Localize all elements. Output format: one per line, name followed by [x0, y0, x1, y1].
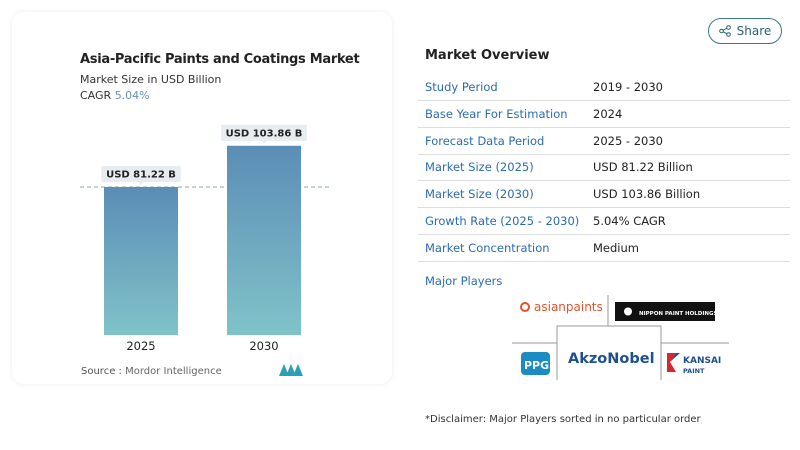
asianpaints-logo: asianpaints — [520, 300, 603, 314]
source: Source : Mordor Intelligence — [81, 366, 222, 377]
row-value: Medium — [593, 240, 639, 255]
major-players-logos: asianpaints NIPPON PAINT HOLDINGS PPG Ak… — [512, 295, 729, 380]
data-label: USD 103.86 B — [226, 128, 303, 139]
svg-text:KANSAI: KANSAI — [683, 356, 721, 366]
share-icon — [718, 25, 731, 37]
source-label: Source : — [81, 366, 122, 377]
row-value: USD 103.86 Billion — [593, 187, 701, 202]
bar-chart: USD 81.22 B 2025 USD 103.86 B 2030 — [80, 124, 330, 353]
overview-row: Market Concentration Medium — [418, 235, 790, 262]
row-label: Market Size (2030) — [425, 187, 534, 202]
disclaimer: *Disclaimer: Major Players sorted in no … — [425, 414, 701, 425]
row-value: USD 81.22 Billion — [593, 160, 693, 175]
overview-row: Forecast Data Period 2025 - 2030 — [418, 128, 790, 155]
bar-2030 — [227, 145, 301, 335]
overview-row: Growth Rate (2025 - 2030) 5.04% CAGR — [418, 208, 790, 235]
svg-text:NIPPON PAINT HOLDINGS: NIPPON PAINT HOLDINGS — [639, 311, 718, 317]
ppg-logo: PPG — [521, 352, 550, 375]
row-value: 2024 — [593, 106, 623, 121]
chart-title: Asia-Pacific Paints and Coatings Market — [80, 52, 360, 67]
row-label: Market Concentration — [425, 240, 550, 255]
chart-subtitle: Market Size in USD Billion — [80, 73, 222, 86]
row-label: Study Period — [425, 80, 498, 94]
share-label: Share — [736, 24, 772, 38]
row-value: 2019 - 2030 — [593, 80, 663, 94]
bar-2025 — [104, 187, 178, 335]
cagr-label: CAGR — [80, 89, 112, 102]
overview-row: Market Size (2025) USD 81.22 Billion — [418, 154, 790, 182]
data-label-bg — [221, 124, 307, 141]
akzonobel-logo: AkzoNobel — [568, 351, 655, 367]
overview-row: Study Period 2019 - 2030 — [418, 74, 790, 101]
svg-text:asianpaints: asianpaints — [534, 300, 603, 314]
row-label: Forecast Data Period — [425, 133, 545, 148]
row-label: Market Size (2025) — [425, 160, 534, 175]
row-value: 2025 - 2030 — [593, 133, 663, 148]
overview-row: Market Size (2030) USD 103.86 Billion — [418, 181, 790, 209]
row-value: 5.04% CAGR — [593, 214, 666, 228]
x-tick-label: 2030 — [249, 339, 278, 353]
row-label: Base Year For Estimation — [425, 106, 568, 121]
svg-text:PAINT: PAINT — [683, 367, 705, 375]
data-label-pointer — [261, 140, 267, 144]
source-name: Mordor Intelligence — [125, 366, 222, 377]
x-tick-label: 2025 — [126, 339, 155, 353]
overview-row: Base Year For Estimation 2024 — [418, 101, 790, 128]
mordor-logo-icon — [279, 364, 303, 376]
data-label: USD 81.22 B — [106, 170, 176, 181]
overview-title: Market Overview — [425, 48, 550, 63]
share-button[interactable]: Share — [708, 18, 782, 44]
cagr-value: 5.04% — [114, 89, 150, 102]
svg-text:PPG: PPG — [524, 359, 549, 372]
row-label: Growth Rate (2025 - 2030) — [425, 214, 580, 228]
cagr: CAGR 5.04% — [80, 89, 150, 102]
chart-card — [12, 12, 392, 384]
data-label-pointer — [138, 182, 144, 186]
nippon-paint-logo: NIPPON PAINT HOLDINGS — [615, 302, 718, 321]
major-players-label: Major Players — [425, 274, 503, 288]
data-label-bg — [101, 166, 181, 183]
